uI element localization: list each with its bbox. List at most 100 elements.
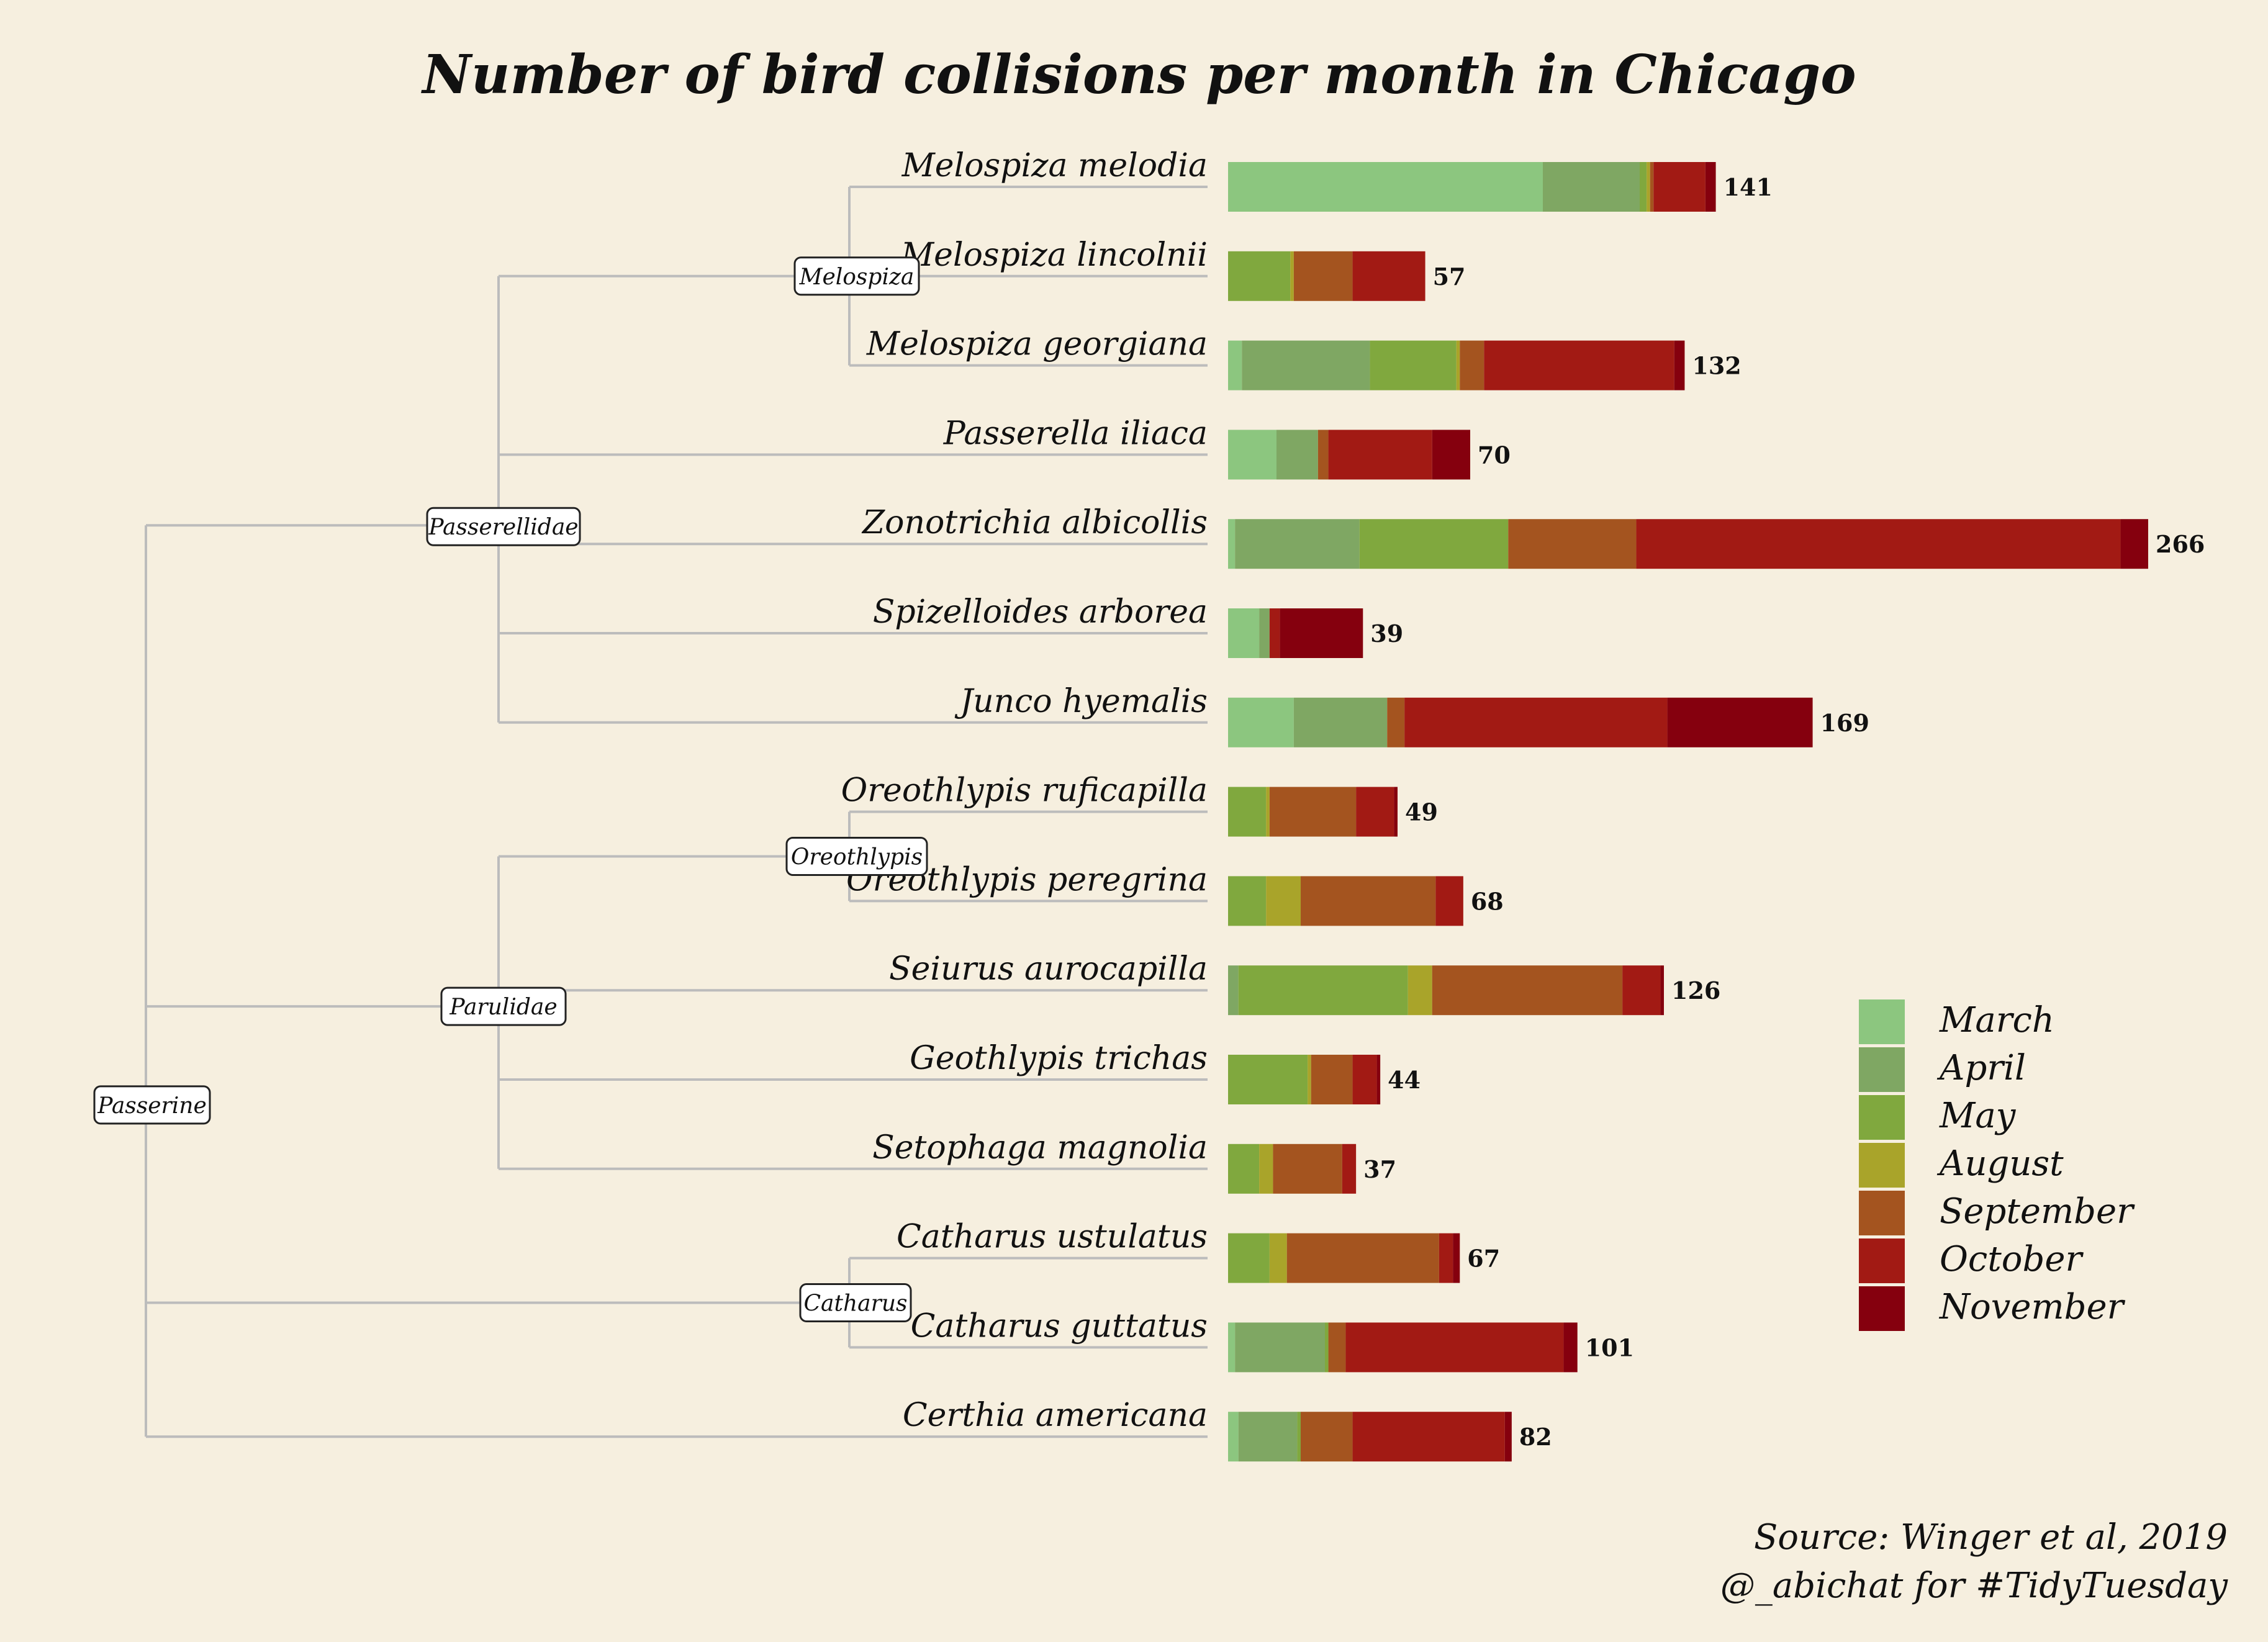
bar-row-catharus-ustulatus: 67 bbox=[1228, 1233, 1500, 1283]
bar-segment-october bbox=[1345, 1322, 1564, 1373]
legend-swatch bbox=[1859, 1238, 1905, 1283]
species-label: Melospiza melodia bbox=[901, 147, 1208, 184]
total-label: 141 bbox=[1724, 173, 1773, 201]
bar-segment-may bbox=[1325, 1322, 1329, 1373]
bar-row-oreothlypis-peregrina: 68 bbox=[1228, 876, 1504, 926]
bar-segment-may bbox=[1228, 1055, 1308, 1104]
species-label: Certhia americana bbox=[903, 1397, 1208, 1434]
species-label: Melospiza georgiana bbox=[866, 326, 1208, 363]
bar-segment-august bbox=[1456, 340, 1460, 390]
bar-segment-march bbox=[1228, 1412, 1239, 1462]
total-label: 169 bbox=[1820, 709, 1869, 737]
bar-segment-october bbox=[1404, 697, 1668, 747]
bar-segment-april bbox=[1242, 340, 1370, 390]
bar-segment-november bbox=[1705, 162, 1716, 212]
total-label: 68 bbox=[1471, 887, 1504, 915]
legend-label: April bbox=[1936, 1048, 2026, 1088]
bar-row-setophaga-magnolia: 37 bbox=[1228, 1144, 1396, 1194]
bar-segment-may bbox=[1228, 1233, 1270, 1283]
bar-row-certhia-americana: 82 bbox=[1228, 1412, 1552, 1462]
bar-segment-may bbox=[1238, 965, 1408, 1016]
chart-title: Number of bird collisions per month in C… bbox=[420, 43, 1856, 106]
bar-row-catharus-guttatus: 101 bbox=[1228, 1322, 1634, 1373]
total-label: 49 bbox=[1405, 798, 1438, 826]
node-melospiza: Melospiza bbox=[793, 256, 920, 296]
bar-segment-september bbox=[1293, 251, 1353, 301]
bar-segment-november bbox=[1504, 1412, 1512, 1462]
bar-segment-november bbox=[1563, 1322, 1578, 1373]
bar-segment-october bbox=[1342, 1144, 1357, 1194]
total-label: 126 bbox=[1671, 977, 1720, 1004]
legend-swatch bbox=[1859, 1095, 1905, 1140]
bar-row-spizelloides-arborea: 39 bbox=[1228, 608, 1403, 658]
bar-segment-october bbox=[1439, 1233, 1453, 1283]
species-label: Junco hyemalis bbox=[954, 683, 1208, 720]
total-label: 39 bbox=[1370, 620, 1403, 647]
stacked-bars: 141 57 132 70 266 39 169 49 68 126 44 37 67 101 82 bbox=[1228, 162, 2205, 1462]
total-label: 44 bbox=[1388, 1066, 1421, 1094]
bar-segment-april bbox=[1293, 697, 1388, 747]
bar-segment-march bbox=[1228, 340, 1242, 390]
legend-item-april: April bbox=[1859, 1047, 2026, 1092]
node-passerellidae: Passerellidae bbox=[426, 507, 581, 546]
legend-item-march: March bbox=[1859, 999, 2054, 1044]
bar-segment-august bbox=[1647, 162, 1650, 212]
total-label: 70 bbox=[1478, 441, 1511, 469]
species-label: Seiurus aurocapilla bbox=[889, 950, 1208, 988]
species-label: Catharus ustulatus bbox=[897, 1219, 1208, 1256]
species-label: Catharus guttatus bbox=[911, 1307, 1208, 1345]
legend-swatch bbox=[1859, 1143, 1905, 1188]
legend: March April May August September October Novem… bbox=[1859, 999, 2135, 1331]
bar-segment-may bbox=[1228, 876, 1267, 926]
bar-segment-may bbox=[1297, 1412, 1301, 1462]
total-label: 57 bbox=[1433, 263, 1466, 291]
bar-segment-september bbox=[1432, 965, 1623, 1016]
bar-segment-august bbox=[1407, 965, 1432, 1016]
bar-row-seiurus-aurocapilla: 126 bbox=[1228, 965, 1720, 1016]
bar-segment-may bbox=[1228, 251, 1291, 301]
bar-segment-october bbox=[1435, 876, 1463, 926]
node-label: Passerellidae bbox=[428, 515, 578, 540]
species-label: Melospiza lincolnii bbox=[900, 237, 1208, 274]
bar-segment-september bbox=[1286, 1233, 1439, 1283]
legend-label: September bbox=[1940, 1191, 2135, 1232]
bar-segment-october bbox=[1636, 519, 2121, 569]
legend-swatch bbox=[1859, 999, 1905, 1044]
bar-row-geothlypis-trichas: 44 bbox=[1228, 1055, 1421, 1104]
bar-row-passerella-iliaca: 70 bbox=[1228, 430, 1511, 480]
species-label: Oreothlypis ruficapilla bbox=[841, 772, 1208, 810]
legend-item-august: August bbox=[1859, 1143, 2064, 1188]
legend-item-november: November bbox=[1859, 1286, 2126, 1331]
total-label: 37 bbox=[1363, 1155, 1396, 1183]
bar-row-zonotrichia-albicollis: 266 bbox=[1228, 519, 2205, 569]
bar-segment-september bbox=[1387, 697, 1405, 747]
source-line-2: @_abichat for #TidyTuesday bbox=[1720, 1566, 2228, 1606]
bar-segment-august bbox=[1259, 1144, 1273, 1194]
bar-segment-september bbox=[1301, 876, 1436, 926]
legend-label: March bbox=[1939, 1000, 2054, 1040]
bar-segment-november bbox=[1660, 965, 1664, 1016]
bar-segment-october bbox=[1622, 965, 1661, 1016]
bar-segment-march bbox=[1228, 430, 1276, 480]
total-label: 67 bbox=[1467, 1245, 1500, 1273]
node-box bbox=[426, 507, 581, 546]
legend-item-may: May bbox=[1859, 1095, 2017, 1140]
total-label: 82 bbox=[1519, 1423, 1552, 1451]
node-box bbox=[793, 256, 920, 296]
total-label: 132 bbox=[1692, 352, 1741, 380]
bar-segment-october bbox=[1328, 430, 1432, 480]
legend-item-october: October bbox=[1859, 1238, 2084, 1283]
bar-segment-april bbox=[1235, 1322, 1325, 1373]
bar-segment-march bbox=[1228, 519, 1236, 569]
bar-segment-november bbox=[1674, 340, 1685, 390]
bar-row-junco-hyemalis: 169 bbox=[1228, 697, 1869, 747]
bar-segment-may bbox=[1228, 1144, 1260, 1194]
legend-label: May bbox=[1939, 1096, 2017, 1136]
bar-segment-september bbox=[1650, 162, 1654, 212]
bar-segment-august bbox=[1266, 787, 1270, 837]
node-parulidae: Parulidae bbox=[440, 986, 567, 1026]
bar-segment-august bbox=[1269, 1233, 1287, 1283]
bar-segment-october bbox=[1356, 787, 1394, 837]
bar-segment-october bbox=[1269, 608, 1280, 658]
node-box bbox=[93, 1085, 211, 1125]
